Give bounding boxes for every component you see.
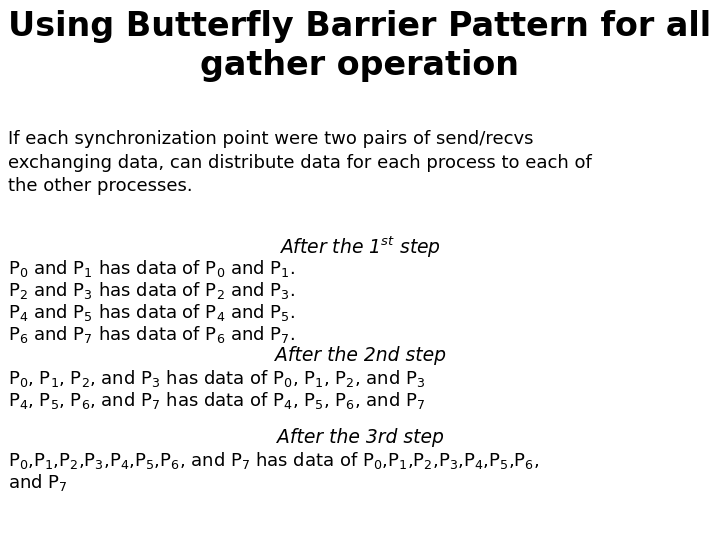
Text: After the 2nd step: After the 2nd step	[274, 346, 446, 365]
Text: P$_0$,P$_1$,P$_2$,P$_3$,P$_4$,P$_5$,P$_6$, and P$_7$ has data of P$_0$,P$_1$,P$_: P$_0$,P$_1$,P$_2$,P$_3$,P$_4$,P$_5$,P$_6…	[8, 450, 539, 471]
Text: P$_6$ and P$_7$ has data of P$_6$ and P$_7$.: P$_6$ and P$_7$ has data of P$_6$ and P$…	[8, 324, 295, 345]
Text: After the 1$^{st}$ step: After the 1$^{st}$ step	[279, 235, 441, 260]
Text: P$_4$, P$_5$, P$_6$, and P$_7$ has data of P$_4$, P$_5$, P$_6$, and P$_7$: P$_4$, P$_5$, P$_6$, and P$_7$ has data …	[8, 390, 425, 411]
Text: After the 3rd step: After the 3rd step	[276, 428, 444, 447]
Text: P$_0$ and P$_1$ has data of P$_0$ and P$_1$.: P$_0$ and P$_1$ has data of P$_0$ and P$…	[8, 258, 295, 279]
Text: P$_2$ and P$_3$ has data of P$_2$ and P$_3$.: P$_2$ and P$_3$ has data of P$_2$ and P$…	[8, 280, 295, 301]
Text: and P$_7$: and P$_7$	[8, 472, 68, 493]
Text: P$_0$, P$_1$, P$_2$, and P$_3$ has data of P$_0$, P$_1$, P$_2$, and P$_3$: P$_0$, P$_1$, P$_2$, and P$_3$ has data …	[8, 368, 426, 389]
Text: If each synchronization point were two pairs of send/recvs
exchanging data, can : If each synchronization point were two p…	[8, 130, 592, 195]
Text: Using Butterfly Barrier Pattern for all
gather operation: Using Butterfly Barrier Pattern for all …	[9, 10, 711, 83]
Text: P$_4$ and P$_5$ has data of P$_4$ and P$_5$.: P$_4$ and P$_5$ has data of P$_4$ and P$…	[8, 302, 295, 323]
